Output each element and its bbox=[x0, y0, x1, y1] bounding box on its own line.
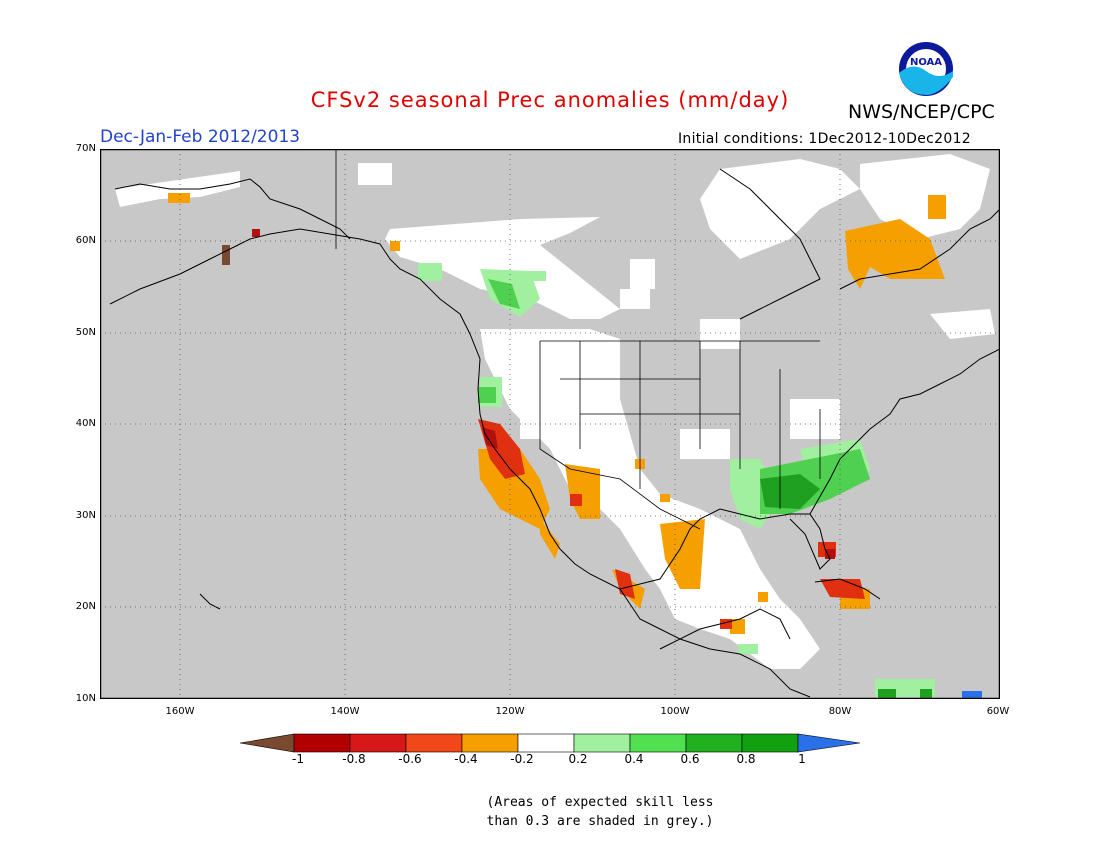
colorbar-label: 0.8 bbox=[736, 752, 756, 766]
lon-label-120w: 120W bbox=[495, 706, 525, 717]
colorbar-segment bbox=[629, 733, 687, 753]
colorbar-segment bbox=[517, 733, 575, 753]
graticule bbox=[100, 149, 1000, 699]
lat-label-60n: 60N bbox=[75, 235, 96, 246]
extreme-dry-anomaly-regions bbox=[252, 229, 835, 559]
colorbar-label: 0.4 bbox=[624, 752, 644, 766]
season-label: Dec-Jan-Feb 2012/2013 bbox=[100, 127, 301, 147]
colorbar-segment bbox=[349, 733, 407, 753]
colorbar-segment bbox=[293, 733, 351, 753]
initial-conditions-label: Initial conditions: 1Dec2012-10Dec2012 bbox=[678, 131, 971, 147]
colorbar-segment bbox=[461, 733, 519, 753]
colorbar-segment bbox=[405, 733, 463, 753]
neutral-anomaly-regions bbox=[115, 154, 995, 669]
colorbar-arrow-low bbox=[239, 733, 295, 753]
lat-label-50n: 50N bbox=[75, 327, 96, 338]
lat-label-30n: 30N bbox=[75, 510, 96, 521]
lon-label-140w: 140W bbox=[330, 706, 360, 717]
colorbar-label: -0.2 bbox=[510, 752, 534, 766]
lat-label-10n: 10N bbox=[75, 693, 96, 704]
colorbar-label: -0.4 bbox=[454, 752, 478, 766]
lat-label-70n: 70N bbox=[75, 143, 96, 154]
political-borders bbox=[335, 149, 821, 530]
coastlines bbox=[109, 168, 1000, 698]
noaa-logo: NOAA bbox=[899, 42, 953, 96]
colorbar-segment bbox=[573, 733, 631, 753]
skill-note: (Areas of expected skill less than 0.3 a… bbox=[470, 793, 730, 831]
svg-text:NOAA: NOAA bbox=[910, 57, 942, 68]
colorbar-segment bbox=[741, 733, 799, 753]
skill-note-line2: than 0.3 are shaded in grey.) bbox=[486, 814, 714, 829]
lon-label-100w: 100W bbox=[660, 706, 690, 717]
anomaly-map bbox=[100, 149, 1000, 699]
lon-label-60w: 60W bbox=[986, 706, 1010, 717]
colorbar-label: 0.2 bbox=[568, 752, 588, 766]
brown-anomaly-cell bbox=[222, 245, 230, 265]
lat-label-40n: 40N bbox=[75, 418, 96, 429]
map-title: CFSv2 seasonal Prec anomalies (mm/day) bbox=[310, 88, 790, 112]
blue-anomaly-cell bbox=[962, 691, 982, 699]
colorbar-label: -1 bbox=[292, 752, 304, 766]
colorbar-label: 0.6 bbox=[680, 752, 700, 766]
map-frame bbox=[100, 149, 1000, 699]
colorbar bbox=[239, 733, 861, 753]
lat-label-20n: 20N bbox=[75, 601, 96, 612]
colorbar-segment bbox=[685, 733, 743, 753]
colorbar-label: 1 bbox=[798, 752, 806, 766]
lon-label-80w: 80W bbox=[828, 706, 852, 717]
colorbar-label: -0.6 bbox=[398, 752, 422, 766]
lon-label-160w: 160W bbox=[165, 706, 195, 717]
colorbar-arrow-high bbox=[797, 733, 861, 753]
skill-note-line1: (Areas of expected skill less bbox=[486, 795, 714, 810]
strong-wet-anomaly-regions bbox=[760, 474, 932, 699]
colorbar-label: -0.8 bbox=[342, 752, 366, 766]
org-label: NWS/NCEP/CPC bbox=[848, 101, 995, 123]
